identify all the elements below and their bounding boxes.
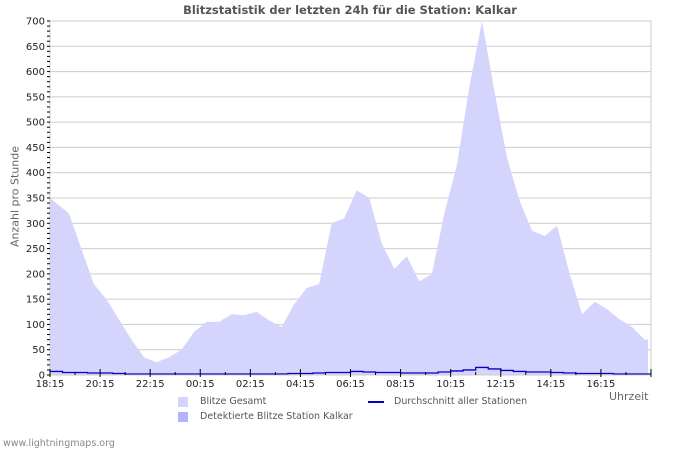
y-tick-label: 150 [26,295,45,306]
y-tick-label: 450 [26,143,45,154]
y-tick-label: 500 [26,118,45,129]
legend-swatch-total [178,397,188,407]
x-tick-label: 18:15 [36,379,65,390]
y-tick-label: 0 [39,371,45,382]
legend-label-total: Blitze Gesamt [200,396,267,407]
legend-label-average: Durchschnitt aller Stationen [394,396,528,407]
x-tick-label: 16:15 [587,379,616,390]
y-tick-label: 600 [26,67,45,78]
legend-label-detected: Detektierte Blitze Station Kalkar [200,411,353,422]
x-tick-label: 00:15 [186,379,215,390]
x-axis: 18:15 20:15 22:15 00:15 02:15 04:15 06:15 08:15… [36,369,652,390]
chart-title: Blitzstatistik der letzten 24h für die S… [183,3,517,17]
x-tick-label: 08:15 [386,379,415,390]
x-tick-label: 20:15 [86,379,115,390]
x-axis-label: Uhrzeit [609,390,649,403]
y-tick-label: 200 [26,269,45,280]
x-tick-label: 06:15 [336,379,365,390]
y-tick-label: 350 [26,194,45,205]
y-tick-label: 650 [26,42,45,53]
footer-link[interactable]: www.lightningmaps.org [3,438,115,449]
x-tick-label: 14:15 [536,379,565,390]
x-tick-label: 02:15 [236,379,265,390]
y-tick-label: 250 [26,244,45,255]
y-tick-label: 100 [26,320,45,331]
y-tick-label: 50 [32,345,45,356]
x-tick-label: 10:15 [436,379,465,390]
y-tick-label: 550 [26,92,45,103]
y-axis: 0 50 100 150 200 250 300 350 400 450 500 550 600 650 7… [26,17,50,382]
legend-line-average [368,401,384,403]
x-tick-label: 12:15 [486,379,515,390]
y-tick-label: 300 [26,219,45,230]
y-tick-label: 700 [26,17,45,28]
y-tick-label: 400 [26,168,45,179]
area-series [50,21,648,375]
legend-swatch-detected [178,412,188,422]
x-tick-label: 22:15 [136,379,165,390]
x-tick-label: 04:15 [286,379,315,390]
